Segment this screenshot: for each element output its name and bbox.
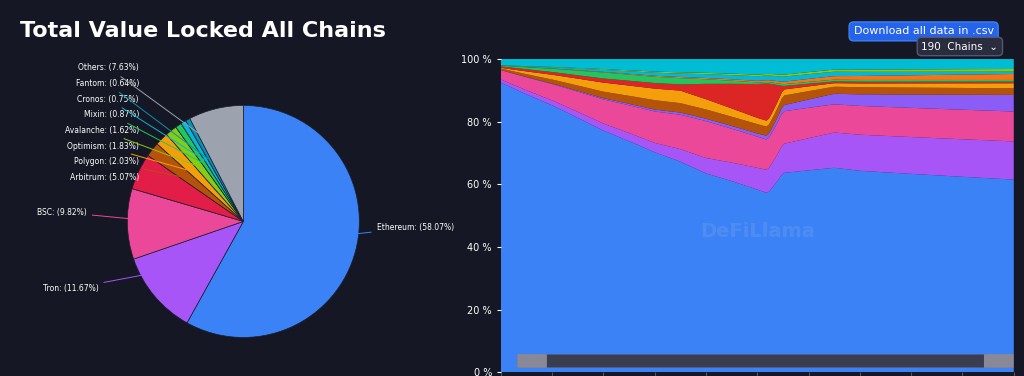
Text: Avalanche: (1.62%): Avalanche: (1.62%) (65, 126, 198, 166)
Text: Download all data in .csv: Download all data in .csv (854, 26, 993, 36)
Text: Fantom: (0.64%): Fantom: (0.64%) (76, 79, 208, 159)
Text: 190  Chains  ⌄: 190 Chains ⌄ (922, 41, 998, 52)
Text: Mixin: (0.87%): Mixin: (0.87%) (84, 110, 202, 162)
Wedge shape (176, 124, 244, 221)
Wedge shape (167, 127, 244, 221)
Wedge shape (157, 135, 244, 221)
Wedge shape (185, 118, 244, 221)
Text: DeFiLlama: DeFiLlama (700, 222, 815, 241)
Text: Others: (7.63%): Others: (7.63%) (78, 63, 224, 152)
Wedge shape (181, 121, 244, 221)
Text: Total Value Locked All Chains: Total Value Locked All Chains (20, 21, 386, 41)
Text: Ethereum: (58.07%): Ethereum: (58.07%) (313, 223, 454, 239)
Text: Optimism: (1.83%): Optimism: (1.83%) (67, 141, 191, 171)
Text: Polygon: (2.03%): Polygon: (2.03%) (74, 157, 186, 178)
Wedge shape (132, 155, 244, 221)
Text: Arbitrum: (5.07%): Arbitrum: (5.07%) (70, 173, 178, 191)
Wedge shape (127, 189, 244, 259)
Text: BSC: (9.82%): BSC: (9.82%) (37, 208, 171, 223)
FancyBboxPatch shape (984, 354, 1014, 368)
Text: Tron: (11.67%): Tron: (11.67%) (43, 267, 187, 293)
Wedge shape (189, 105, 244, 221)
Wedge shape (133, 221, 244, 323)
FancyBboxPatch shape (517, 354, 547, 368)
FancyBboxPatch shape (512, 355, 1019, 367)
Wedge shape (147, 144, 244, 221)
Text: Cronos: (0.75%): Cronos: (0.75%) (78, 94, 205, 161)
Wedge shape (187, 105, 359, 337)
